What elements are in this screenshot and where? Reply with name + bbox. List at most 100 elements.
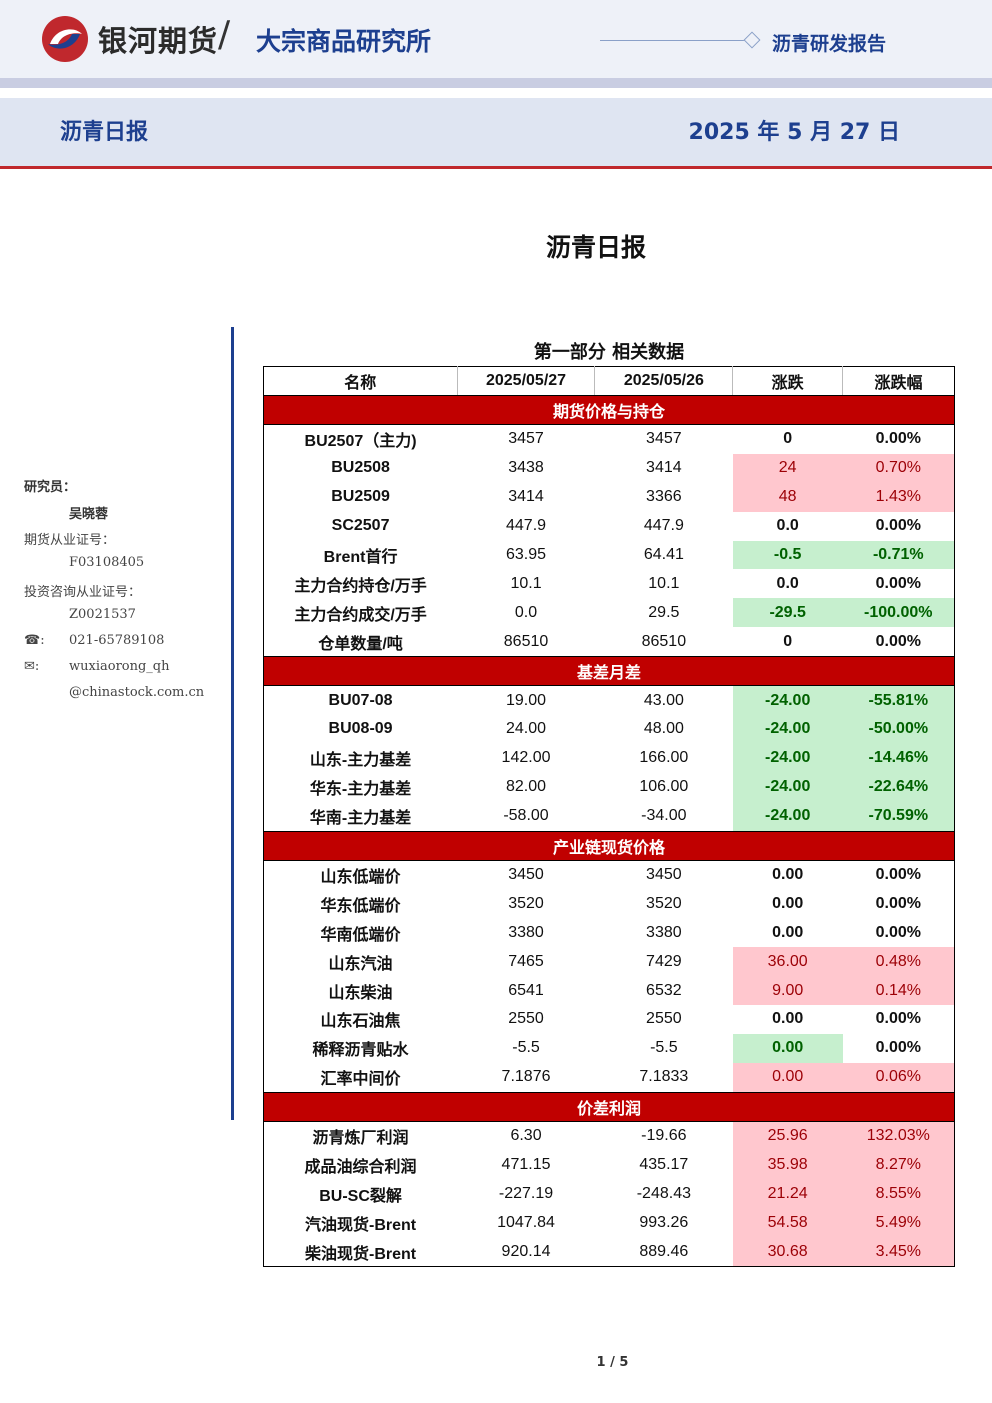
row-change: -24.00 [732,801,843,832]
row-value-date1: 3457 [508,430,544,448]
header-divider [0,166,992,169]
row-change-pct: 0.70% [842,453,955,483]
row-value-date2: 86510 [641,632,687,650]
row-value-date1: 86510 [503,632,549,650]
row-name: 汽油现货-Brent [304,1216,417,1234]
report-subtitle: 沥青日报 [60,120,149,145]
row-change-pct: 0.00% [875,1010,921,1028]
row-value-date1: 7.1876 [501,1068,551,1086]
table-row: 稀释沥青贴水 -5.5 -5.5 0.00 0.00% [264,1033,955,1063]
col-header-date1: 2025/05/27 [457,366,596,396]
row-name: 山东汽油 [328,955,393,973]
row-value-date2: 435.17 [639,1156,689,1174]
row-value-date1: 447.9 [506,517,547,535]
page-title: 沥青日报 [545,233,646,262]
row-value-date2: 447.9 [643,517,684,535]
section-header: 基差月差 [263,656,955,687]
row-change-pct: 1.43% [842,482,955,512]
brand-name: 银河期货 [98,24,219,58]
col-header-name: 名称 [263,366,458,396]
row-change-pct: -22.64% [842,772,955,802]
table-row: BU2509 3414 3366 48 1.43% [264,482,955,512]
row-change-pct: 8.27% [842,1150,955,1180]
table-row: 华东-主力基差 82.00 106.00 -24.00 -22.64% [264,772,955,802]
row-name: BU07-08 [328,691,393,709]
row-change-pct: 0.00% [875,632,921,650]
row-value-date1: 3438 [508,459,544,477]
row-change: 48 [732,482,843,512]
row-value-date2: 3380 [646,923,682,941]
row-change: 0.00 [772,866,804,884]
section-header-row: 产业链现货价格 [263,830,955,861]
col-header-date2: 2025/05/26 [594,366,734,396]
row-change: 35.98 [732,1150,843,1180]
row-value-date1: 6541 [508,981,544,999]
row-change: 0.0 [776,574,799,592]
row-value-date2: 43.00 [643,691,684,709]
row-change-pct: -0.71% [842,540,955,570]
table-row: 山东-主力基差 142.00 166.00 -24.00 -14.46% [264,743,955,773]
row-value-date2: 3450 [646,866,682,884]
row-name: 主力合约持仓/万手 [294,577,427,595]
row-value-date1: 0.0 [514,603,538,621]
section-header-row: 价差利润 [263,1091,955,1122]
row-value-date1: 19.00 [506,691,547,709]
row-value-date1: 3520 [508,894,544,912]
row-change-pct: -50.00% [842,715,955,744]
row-name: Brent首行 [323,549,398,566]
table-row: 华东低端价 3520 3520 0.00 0.00% [264,889,955,918]
section-header-row: 期货价格与持仓 [263,395,955,425]
section-header: 产业链现货价格 [263,830,955,861]
row-change-pct: 0.48% [842,947,955,977]
row-value-date1: 10.1 [510,574,542,592]
row-name: 华东-主力基差 [309,781,412,799]
table-row: BU07-08 19.00 43.00 -24.00 -55.81% [264,685,955,716]
row-name: 山东低端价 [320,869,401,887]
col-header-change: 涨跌 [732,366,844,396]
row-value-date2: 64.41 [643,546,684,563]
row-change: 54.58 [732,1208,843,1238]
row-value-date2: 6532 [646,981,682,999]
row-value-date2: 7.1833 [639,1068,689,1086]
row-name: BU2509 [331,488,390,506]
row-change: 0.00 [732,1033,843,1063]
row-value-date2: 2550 [646,1010,682,1028]
email-line-1: wuxiaorong_qh [69,659,170,674]
email-line-2: @chinastock.com.cn [69,685,205,700]
row-name: 稀释沥青贴水 [312,1042,409,1060]
row-change-pct: 0.00% [875,894,921,912]
table-row: 华南-主力基差 -58.00 -34.00 -24.00 -70.59% [264,801,955,832]
row-value-date2: 3366 [646,488,682,506]
row-change-pct: -55.81% [842,685,955,716]
row-value-date1: 82.00 [506,778,547,796]
report-header [0,0,992,78]
row-value-date1: 3450 [508,866,544,884]
advisor-cert-label: 投资咨询从业证号： [24,585,142,600]
row-name: 主力合约成交/万手 [294,606,427,624]
email-icon: ✉: [24,659,40,674]
row-name: 柴油现货-Brent [304,1245,417,1263]
row-change-pct: -100.00% [842,598,955,628]
table-row: BU2507（主力) 3457 3457 0 0.00% [264,425,955,454]
row-change-pct: 0.00% [875,1039,921,1057]
row-value-date1: 920.14 [501,1242,551,1260]
row-value-date1: -5.5 [512,1039,540,1057]
galaxy-futures-logo-icon [42,16,88,62]
row-value-date1: 6.30 [510,1127,542,1145]
row-name: 华南-主力基差 [309,810,412,828]
row-value-date1: 3414 [508,488,544,506]
table-row: 华南低端价 3380 3380 0.00 0.00% [264,918,955,947]
row-change: -24.00 [732,715,843,744]
row-change: 9.00 [732,976,843,1006]
row-value-date2: 10.1 [648,574,680,592]
row-change-pct: 0.14% [842,976,955,1006]
advisor-cert-number: Z0021537 [69,607,136,622]
section-header: 价差利润 [263,1091,955,1122]
section-title: 第一部分 相关数据 [533,342,685,363]
header-band [0,78,992,88]
row-value-date2: -34.00 [641,807,687,825]
section-header-row: 基差月差 [263,656,955,687]
report-date: 2025 年 5 月 27 日 [688,120,900,145]
row-change-pct: 5.49% [842,1208,955,1238]
report-type: 沥青研发报告 [772,33,887,55]
